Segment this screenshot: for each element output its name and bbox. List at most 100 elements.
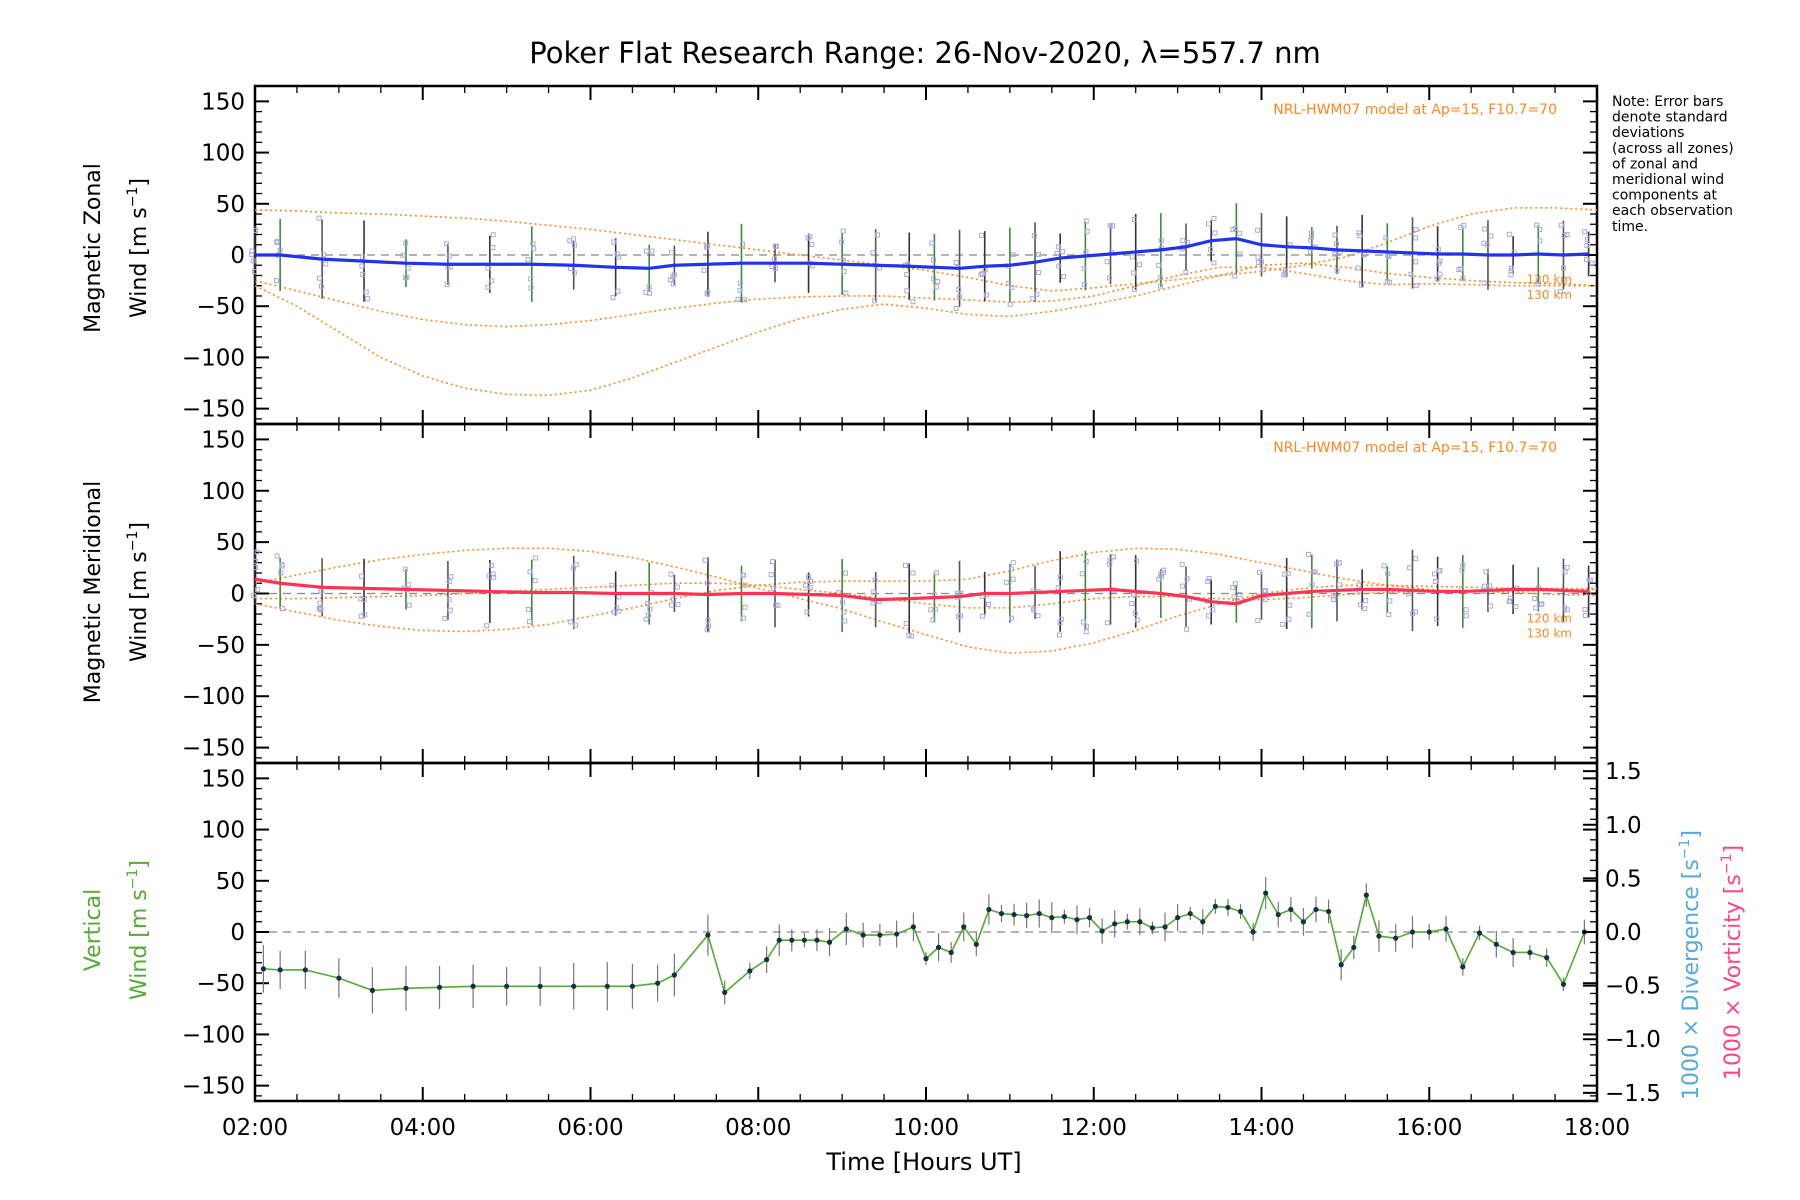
- scatter-point: [1386, 611, 1392, 617]
- y-tick-label: 50: [216, 530, 245, 556]
- vertical-wind-point: [826, 939, 833, 945]
- y-tick-label: 100: [201, 479, 245, 505]
- scatter-point: [1387, 279, 1393, 285]
- scatter-point: [1131, 217, 1137, 223]
- scatter-point: [1131, 270, 1137, 276]
- x-axis-label: Time [Hours UT]: [825, 1148, 1021, 1176]
- scatter-point: [274, 553, 280, 559]
- x-tick-label: 08:00: [725, 1115, 791, 1141]
- scatter-point: [568, 619, 574, 625]
- scatter-point: [402, 566, 408, 572]
- vertical-wind-point: [747, 968, 753, 974]
- scatter-point: [1129, 254, 1135, 260]
- scatter-point: [931, 257, 937, 263]
- meridional-ylabel-line2: Wind [m s−1]: [125, 522, 152, 662]
- scatter-point: [570, 565, 576, 571]
- scatter-point: [1083, 629, 1089, 635]
- vertical-wind-point: [302, 967, 308, 973]
- scatter-point: [737, 280, 743, 286]
- scatter-point: [1306, 551, 1312, 557]
- y-tick-label: −100: [182, 1022, 245, 1048]
- vertical-wind-point: [1527, 949, 1533, 956]
- scatter-point: [1413, 609, 1419, 615]
- vertical-wind-point: [1237, 908, 1244, 915]
- scatter-point: [649, 248, 655, 254]
- scatter-point: [1361, 252, 1367, 258]
- right-y-tick-label: −1.5: [1605, 1081, 1661, 1107]
- scatter-point: [841, 609, 847, 615]
- scatter-point: [840, 228, 846, 234]
- vertical-wind-point: [1061, 914, 1067, 920]
- scatter-point: [278, 570, 284, 576]
- scatter-point: [1180, 583, 1186, 589]
- right-y-tick-label: 1.0: [1605, 813, 1642, 839]
- scatter-point: [874, 232, 880, 238]
- scatter-point: [489, 278, 495, 284]
- scatter-point: [1184, 576, 1190, 582]
- scatter-point: [316, 275, 322, 281]
- scatter-point: [1231, 594, 1237, 600]
- scatter-point: [614, 251, 620, 257]
- vertical-wind-point: [1460, 964, 1466, 970]
- scatter-point: [446, 579, 452, 585]
- vertical-wind-point: [1112, 921, 1118, 927]
- scatter-point: [704, 244, 710, 250]
- scatter-point: [1507, 598, 1513, 604]
- x-tick-label: 12:00: [1061, 1115, 1127, 1141]
- scatter-point: [1230, 585, 1236, 591]
- scatter-point: [526, 619, 532, 625]
- scatter-point: [1262, 596, 1268, 602]
- scatter-point: [806, 574, 812, 580]
- figure-title: Poker Flat Research Range: 26-Nov-2020, …: [529, 36, 1320, 70]
- vertical-wind-point: [655, 980, 661, 986]
- vertical-wind-point: [260, 966, 266, 972]
- scatter-point: [840, 258, 846, 264]
- scatter-point: [904, 271, 910, 277]
- scatter-point: [841, 269, 847, 275]
- scatter-point: [1488, 233, 1494, 239]
- scatter-point: [1564, 607, 1570, 613]
- vertical-wind-point: [1351, 944, 1357, 950]
- scatter-point: [670, 281, 676, 287]
- scatter-point: [1057, 620, 1063, 626]
- vertical-wind-point: [1024, 913, 1030, 919]
- vertical-wind-point: [1225, 904, 1231, 911]
- x-tick-label: 10:00: [893, 1115, 959, 1141]
- vertical-wind-point: [722, 989, 728, 996]
- scatter-point: [249, 252, 255, 258]
- scatter-point: [1132, 286, 1138, 292]
- scatter-point: [1589, 260, 1595, 266]
- scatter-point: [404, 274, 410, 280]
- y-tick-label: 50: [216, 869, 245, 895]
- scatter-point: [1009, 284, 1015, 290]
- right-y-tick-label: 0.5: [1605, 866, 1642, 892]
- scatter-point: [1306, 611, 1312, 617]
- y-tick-label: −150: [182, 736, 245, 762]
- scatter-point: [571, 242, 577, 248]
- scatter-point: [742, 297, 748, 303]
- scatter-point: [742, 604, 748, 610]
- vertical-wind-point: [1493, 941, 1499, 947]
- scatter-point: [984, 292, 990, 298]
- scatter-point: [1463, 613, 1469, 619]
- y-tick-label: 150: [201, 89, 245, 115]
- vertical-wind-point: [671, 972, 677, 978]
- vertical-wind-point: [935, 944, 942, 950]
- scatter-point: [1083, 249, 1089, 255]
- scatter-point: [1030, 295, 1036, 301]
- scatter-point: [929, 240, 935, 246]
- scatter-point: [906, 632, 912, 638]
- scatter-point: [1463, 607, 1469, 613]
- scatter-point: [704, 580, 710, 586]
- scatter-point: [1031, 233, 1037, 239]
- scatter-point: [1582, 613, 1588, 619]
- scatter-point: [871, 589, 877, 595]
- vertical-wind-point: [998, 910, 1005, 917]
- scatter-point: [843, 290, 849, 296]
- vertical-ylabel-line1: Vertical: [81, 889, 106, 971]
- scatter-point: [1487, 583, 1493, 589]
- scatter-point: [252, 269, 258, 275]
- scatter-point: [705, 243, 711, 249]
